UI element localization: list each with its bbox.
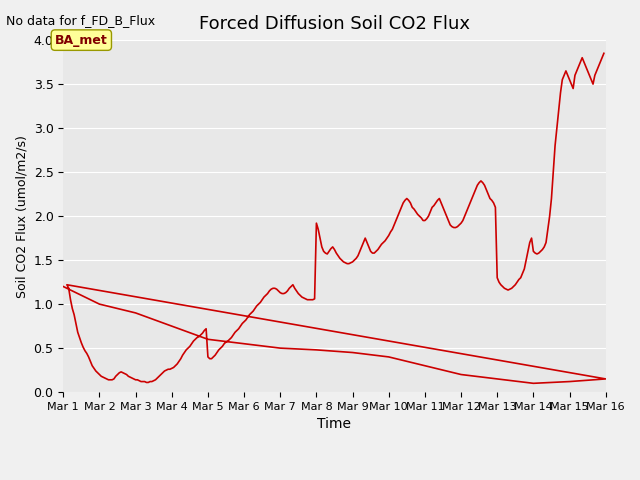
X-axis label: Time: Time	[317, 418, 351, 432]
FD_Flux	[600, 50, 608, 56]
FD_Flux	[218, 344, 226, 349]
Text: No data for f_FD_B_Flux: No data for f_FD_B_Flux	[6, 14, 156, 27]
Legend: 	[314, 452, 326, 464]
FD_Flux	[141, 379, 148, 384]
Title: Forced Diffusion Soil CO2 Flux: Forced Diffusion Soil CO2 Flux	[199, 15, 470, 33]
Line: FD_Flux: FD_Flux	[63, 53, 605, 384]
FD_Flux	[529, 381, 537, 386]
FD_Flux	[198, 330, 206, 336]
Y-axis label: Soil CO2 Flux (umol/m2/s): Soil CO2 Flux (umol/m2/s)	[15, 135, 28, 298]
Text: BA_met: BA_met	[55, 34, 108, 47]
FD_Flux	[132, 310, 140, 316]
FD_Flux	[60, 284, 67, 289]
FD_Flux	[459, 217, 467, 223]
FD_Flux	[307, 297, 315, 302]
